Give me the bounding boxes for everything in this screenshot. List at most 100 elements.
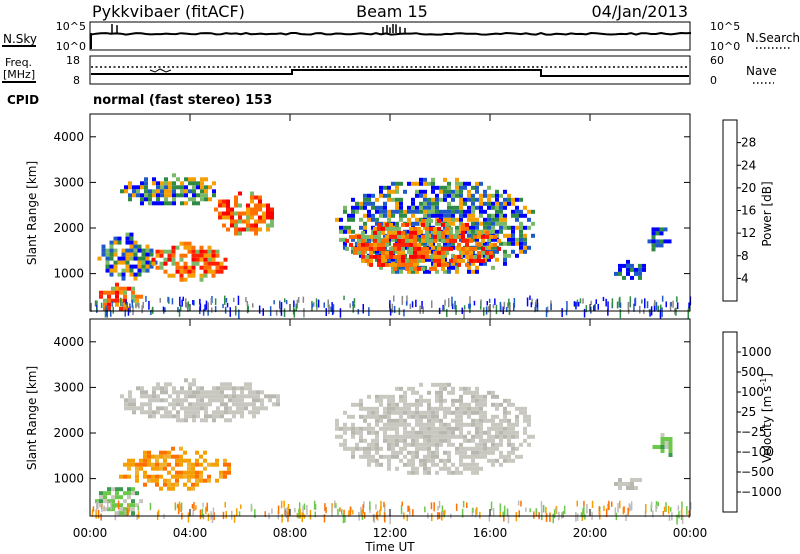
data-cell	[387, 217, 391, 222]
data-cell	[248, 390, 252, 395]
data-cell	[140, 406, 144, 411]
data-cell	[212, 394, 216, 399]
noise-mark	[645, 503, 647, 514]
data-cell	[187, 466, 191, 471]
data-cell	[423, 213, 427, 218]
noise-mark	[468, 303, 470, 309]
data-cell	[223, 462, 227, 467]
data-cell	[148, 189, 152, 194]
data-cell	[660, 433, 665, 437]
noise-mark	[279, 300, 281, 309]
data-cell	[507, 442, 511, 447]
noise-mark	[605, 298, 607, 307]
data-cell	[123, 302, 127, 307]
data-cell	[507, 430, 511, 435]
data-cell	[507, 225, 511, 230]
data-cell	[479, 261, 483, 266]
noise-mark	[406, 295, 408, 305]
data-cell	[131, 294, 135, 299]
data-cell	[195, 458, 199, 463]
data-cell	[215, 462, 219, 467]
data-cell	[469, 250, 473, 255]
data-cell	[618, 263, 622, 268]
data-cell	[149, 252, 154, 257]
data-cell	[347, 225, 351, 230]
data-cell	[439, 394, 443, 399]
data-cell	[403, 454, 407, 459]
data-cell	[349, 242, 353, 247]
noise-mark	[296, 513, 299, 518]
data-cell	[179, 265, 184, 270]
data-cell	[381, 254, 385, 259]
noise-mark	[662, 511, 665, 516]
data-cell	[137, 272, 142, 277]
noise-mark	[135, 304, 137, 309]
data-cell	[191, 466, 195, 471]
data-cell	[103, 491, 107, 496]
data-cell	[266, 211, 270, 216]
data-cell	[447, 438, 451, 443]
data-cell	[266, 223, 270, 228]
data-cell	[171, 245, 176, 250]
data-cell	[435, 269, 439, 274]
data-cell	[141, 268, 146, 273]
noise-mark	[127, 308, 130, 316]
data-cell	[172, 414, 176, 419]
data-cell	[349, 234, 353, 239]
data-cell	[415, 189, 419, 194]
data-cell	[385, 234, 389, 239]
data-cell	[387, 462, 391, 467]
data-cell	[443, 386, 447, 391]
data-cell	[195, 257, 200, 262]
data-cell	[371, 414, 375, 419]
data-cell	[359, 402, 363, 407]
data-cell	[268, 394, 272, 399]
noise-mark	[337, 508, 339, 516]
data-cell	[155, 249, 160, 254]
data-cell	[507, 450, 511, 455]
data-cell	[129, 268, 134, 273]
data-cell	[435, 406, 439, 411]
data-cell	[119, 507, 123, 512]
noise-mark	[238, 309, 240, 319]
data-cell	[252, 410, 256, 415]
data-cell	[461, 230, 465, 235]
noise-mark	[293, 300, 295, 308]
y-tick-label: 4000	[53, 130, 84, 144]
data-cell	[242, 227, 246, 232]
data-cell	[387, 434, 391, 439]
data-cell	[131, 507, 135, 512]
data-cell	[183, 245, 188, 250]
data-cell	[415, 205, 419, 210]
noise-mark	[299, 508, 301, 519]
data-cell	[427, 398, 431, 403]
data-cell	[664, 437, 669, 441]
data-cell	[131, 458, 135, 463]
data-cell	[459, 426, 463, 431]
data-cell	[385, 222, 389, 227]
data-cell	[131, 290, 135, 295]
data-cell	[423, 426, 427, 431]
data-cell	[435, 442, 439, 447]
data-cell	[176, 177, 180, 182]
data-cell	[250, 191, 254, 196]
data-cell	[471, 454, 475, 459]
noise-mark	[655, 504, 657, 512]
power-x-ticks	[89, 114, 691, 311]
data-cell	[139, 499, 143, 504]
data-cell	[163, 454, 167, 459]
noise-mark	[148, 300, 150, 310]
data-cell	[136, 193, 140, 198]
data-cell	[659, 243, 664, 248]
data-cell	[417, 266, 421, 271]
data-cell	[135, 298, 139, 303]
data-cell	[523, 245, 527, 250]
data-cell	[393, 254, 397, 259]
noise-mark	[231, 510, 233, 520]
noise-mark	[325, 507, 327, 514]
data-cell	[240, 410, 244, 415]
data-cell	[128, 402, 132, 407]
data-cell	[163, 482, 167, 487]
noise-mark	[676, 302, 679, 310]
data-cell	[483, 189, 487, 194]
